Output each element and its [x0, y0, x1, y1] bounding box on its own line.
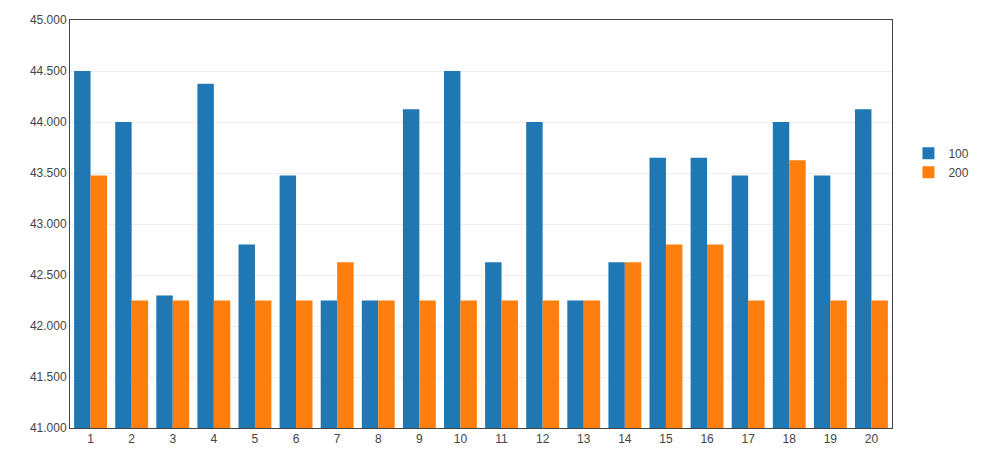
- svg-text:42.500: 42.500: [30, 268, 67, 282]
- svg-text:14: 14: [618, 432, 632, 446]
- svg-text:20: 20: [865, 432, 879, 446]
- svg-text:41.500: 41.500: [30, 370, 67, 384]
- svg-text:41.000: 41.000: [30, 421, 67, 435]
- svg-text:1: 1: [87, 432, 94, 446]
- svg-text:2: 2: [128, 432, 135, 446]
- svg-text:7: 7: [334, 432, 341, 446]
- svg-text:8: 8: [375, 432, 382, 446]
- svg-text:6: 6: [293, 432, 300, 446]
- svg-text:11: 11: [495, 432, 508, 446]
- svg-text:9: 9: [416, 432, 423, 446]
- svg-text:5: 5: [252, 432, 259, 446]
- svg-text:15: 15: [659, 432, 673, 446]
- svg-text:43.500: 43.500: [30, 166, 67, 180]
- svg-text:10: 10: [454, 432, 468, 446]
- svg-text:12: 12: [536, 432, 550, 446]
- svg-text:43.000: 43.000: [30, 217, 67, 231]
- svg-text:45.000: 45.000: [30, 13, 67, 27]
- svg-text:42.000: 42.000: [30, 319, 67, 333]
- svg-text:13: 13: [577, 432, 591, 446]
- svg-text:19: 19: [824, 432, 838, 446]
- svg-text:18: 18: [783, 432, 797, 446]
- svg-text:3: 3: [169, 432, 176, 446]
- svg-text:17: 17: [741, 432, 755, 446]
- svg-text:16: 16: [700, 432, 714, 446]
- svg-text:44.000: 44.000: [30, 115, 67, 129]
- svg-text:100: 100: [948, 147, 968, 161]
- svg-text:200: 200: [948, 166, 968, 180]
- svg-text:44.500: 44.500: [30, 64, 67, 78]
- svg-text:4: 4: [211, 432, 218, 446]
